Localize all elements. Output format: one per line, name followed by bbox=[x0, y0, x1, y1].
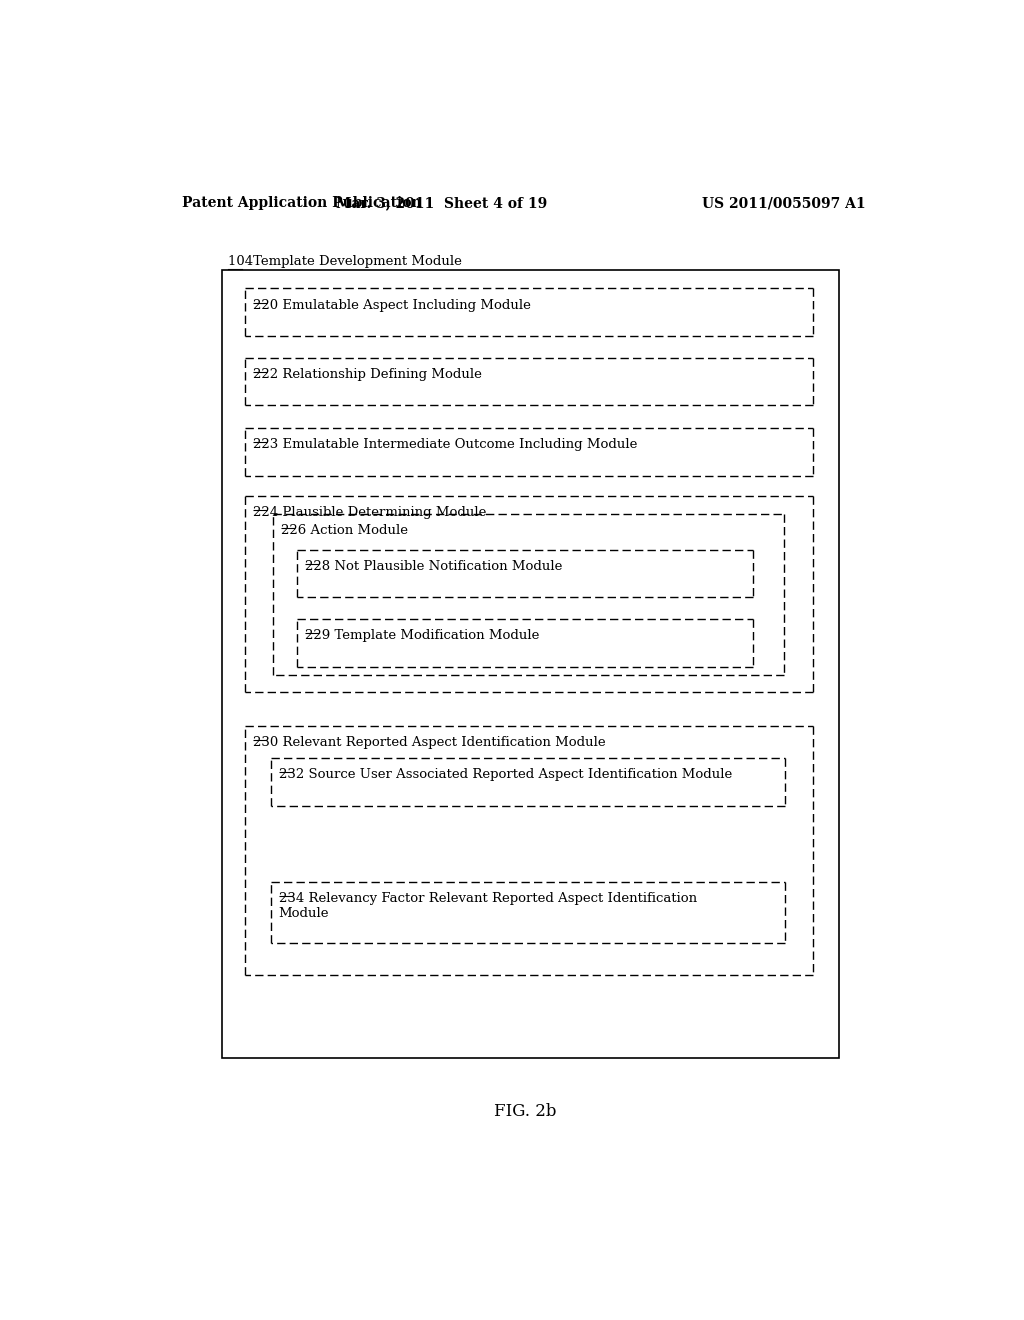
Text: 228 Not Plausible Notification Module: 228 Not Plausible Notification Module bbox=[305, 560, 562, 573]
Text: Patent Application Publication: Patent Application Publication bbox=[182, 197, 422, 210]
Text: US 2011/0055097 A1: US 2011/0055097 A1 bbox=[702, 197, 866, 210]
Text: 232 Source User Associated Reported Aspect Identification Module: 232 Source User Associated Reported Aspe… bbox=[279, 768, 732, 781]
Text: 222 Relationship Defining Module: 222 Relationship Defining Module bbox=[253, 368, 482, 380]
Text: 229 Template Modification Module: 229 Template Modification Module bbox=[305, 630, 540, 642]
Text: FIG. 2b: FIG. 2b bbox=[494, 1104, 556, 1121]
Text: Mar. 3, 2011  Sheet 4 of 19: Mar. 3, 2011 Sheet 4 of 19 bbox=[336, 197, 547, 210]
Bar bbox=[221, 271, 839, 1057]
Text: 224 Plausible Determining Module: 224 Plausible Determining Module bbox=[253, 506, 486, 519]
Text: 223 Emulatable Intermediate Outcome Including Module: 223 Emulatable Intermediate Outcome Incl… bbox=[253, 438, 638, 451]
Text: 230 Relevant Reported Aspect Identification Module: 230 Relevant Reported Aspect Identificat… bbox=[253, 735, 606, 748]
Text: 226 Action Module: 226 Action Module bbox=[282, 524, 409, 537]
Text: 220 Emulatable Aspect Including Module: 220 Emulatable Aspect Including Module bbox=[253, 298, 531, 312]
Text: 104Template Development Module: 104Template Development Module bbox=[228, 255, 462, 268]
Text: 234 Relevancy Factor Relevant Reported Aspect Identification
Module: 234 Relevancy Factor Relevant Reported A… bbox=[279, 892, 697, 920]
